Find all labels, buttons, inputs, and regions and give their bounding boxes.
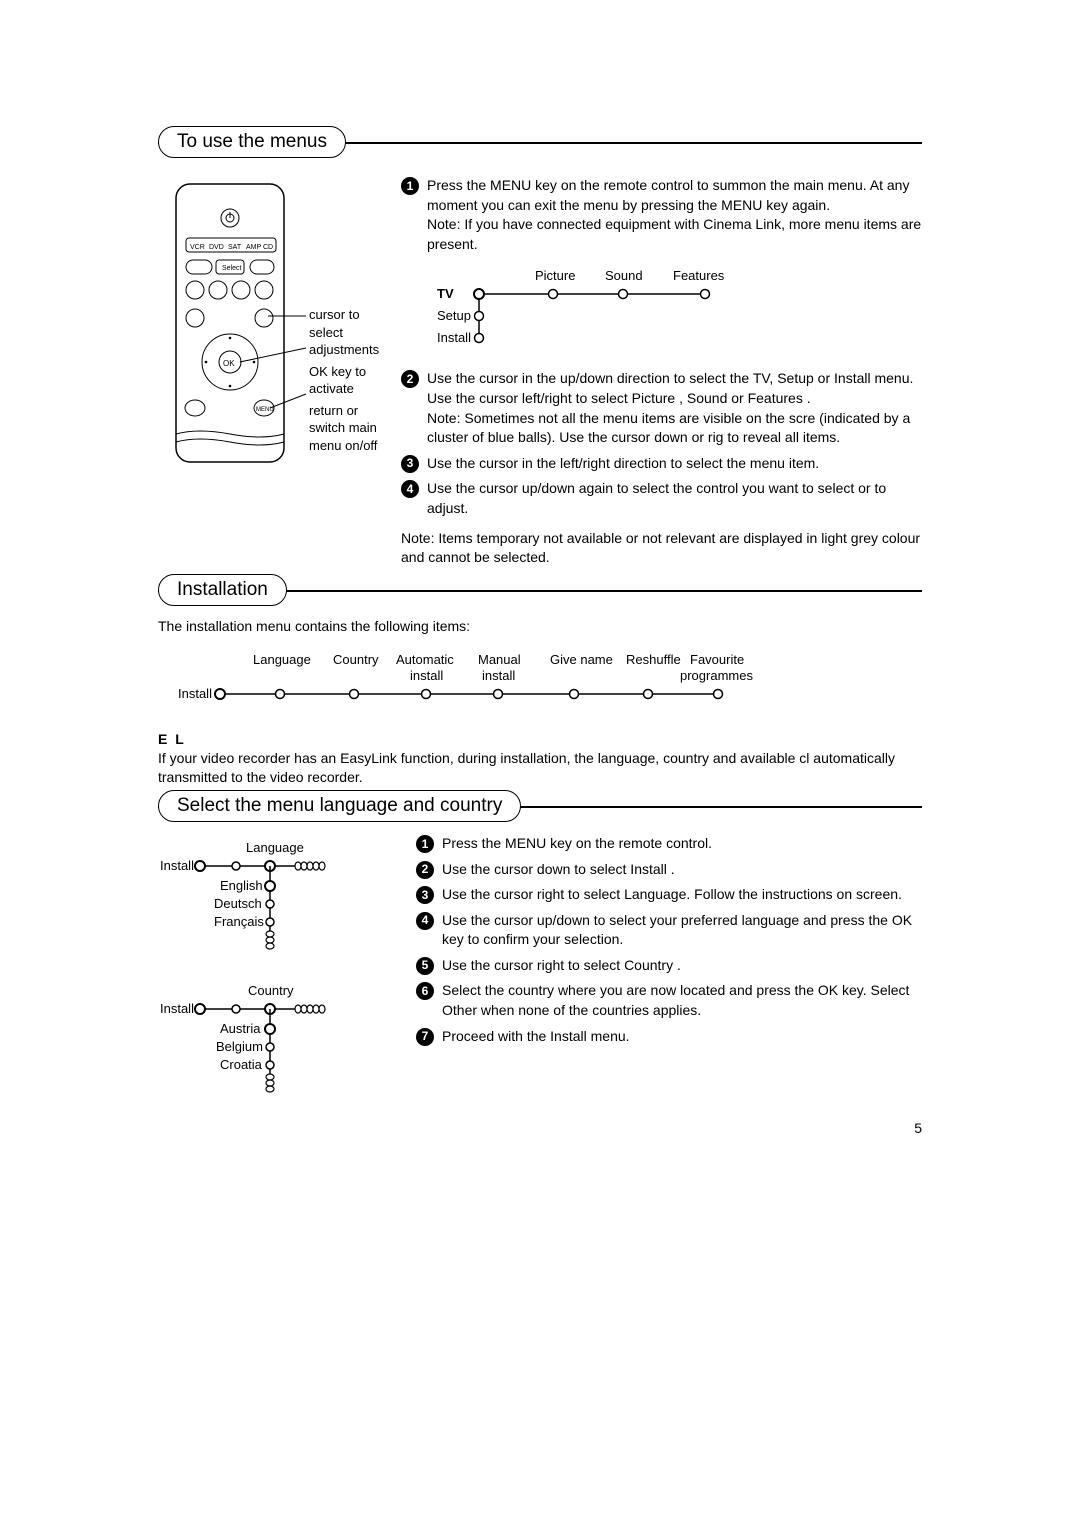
section1-bottom-note: Note: Items temporary not available or n… — [401, 529, 922, 568]
svg-text:AMP: AMP — [246, 244, 262, 251]
s3-num-3: 3 — [416, 886, 434, 904]
svg-text:CD: CD — [263, 244, 273, 251]
el-heading: E L — [158, 731, 922, 747]
annot-ok: OK key to activate — [309, 363, 389, 398]
svg-text:install: install — [410, 668, 443, 683]
section-title-install: Installation — [158, 574, 287, 606]
svg-text:Install: Install — [160, 858, 194, 873]
svg-text:Install: Install — [178, 686, 212, 701]
section-title-lang: Select the menu language and country — [158, 790, 521, 822]
step-3-text: Use the cursor in the left/right directi… — [427, 454, 922, 474]
svg-text:Country: Country — [333, 652, 379, 667]
s3-num-6: 6 — [416, 982, 434, 1000]
svg-text:Reshuffle: Reshuffle — [626, 652, 681, 667]
svg-text:SAT: SAT — [228, 244, 242, 251]
s3-step-5: Use the cursor right to select Country . — [442, 956, 922, 976]
svg-text:Français: Français — [214, 914, 264, 929]
el-text: If your video recorder has an EasyLink f… — [158, 749, 922, 788]
svg-text:Croatia: Croatia — [220, 1057, 263, 1072]
step-2: 2 Use the cursor in the up/down directio… — [401, 369, 922, 447]
s3-step-2: Use the cursor down to select Install . — [442, 860, 922, 880]
svg-text:OK: OK — [223, 359, 235, 368]
svg-text:Install: Install — [160, 1001, 194, 1016]
svg-text:Manual: Manual — [478, 652, 521, 667]
svg-text:Language: Language — [253, 652, 311, 667]
s3-num-4: 4 — [416, 912, 434, 930]
svg-text:programmes: programmes — [680, 668, 753, 683]
svg-text:Features: Features — [673, 268, 725, 283]
svg-text:VCR: VCR — [190, 244, 205, 251]
svg-text:Give name: Give name — [550, 652, 613, 667]
svg-text:install: install — [482, 668, 515, 683]
svg-text:DVD: DVD — [209, 244, 224, 251]
s3-num-7: 7 — [416, 1028, 434, 1046]
s3-step-7: Proceed with the Install menu. — [442, 1027, 922, 1047]
svg-text:Country: Country — [248, 983, 294, 998]
svg-text:Deutsch: Deutsch — [214, 896, 262, 911]
svg-text:Picture: Picture — [535, 268, 575, 283]
step-2b-text: Use the cursor left/right to select Pict… — [427, 390, 811, 406]
step-num-2: 2 — [401, 370, 419, 388]
svg-text:Sound: Sound — [605, 268, 643, 283]
install-intro: The installation menu contains the follo… — [158, 618, 922, 634]
s3-num-2: 2 — [416, 861, 434, 879]
svg-text:English: English — [220, 878, 263, 893]
page-number: 5 — [914, 1120, 922, 1136]
svg-text:Favourite: Favourite — [690, 652, 744, 667]
s3-step-1: Press the MENU key on the remote control… — [442, 834, 922, 854]
section-title-menus: To use the menus — [158, 126, 346, 158]
step-num-3: 3 — [401, 455, 419, 473]
s3-step-6: Select the country where you are now loc… — [442, 981, 922, 1020]
annot-cursor: cursor to select adjustments — [309, 306, 389, 359]
s3-num-5: 5 — [416, 957, 434, 975]
step-4-text: Use the cursor up/down again to select t… — [427, 479, 922, 518]
step-num-4: 4 — [401, 480, 419, 498]
remote-annotations: cursor to select adjustments OK key to a… — [309, 306, 389, 454]
svg-text:Select: Select — [222, 265, 242, 272]
lang-country-diagrams: Language Install Engl — [158, 834, 416, 1120]
svg-text:TV: TV — [437, 286, 454, 301]
step-num-1: 1 — [401, 177, 419, 195]
step-2-note: Note: Sometimes not all the menu items a… — [427, 410, 910, 446]
svg-text:Setup: Setup — [437, 308, 471, 323]
tv-menu-diagram: Picture Sound Features TV Setup Install — [437, 268, 922, 351]
s3-step-4: Use the cursor up/down to select your pr… — [442, 911, 922, 950]
svg-text:Austria: Austria — [220, 1021, 261, 1036]
step-3: 3 Use the cursor in the left/right direc… — [401, 454, 922, 474]
install-menu-diagram: Language Country Automatic install Manua… — [158, 650, 922, 715]
svg-text:Belgium: Belgium — [216, 1039, 263, 1054]
svg-text:Install: Install — [437, 330, 471, 345]
svg-text:Automatic: Automatic — [396, 652, 454, 667]
s3-step-3: Use the cursor right to select Language.… — [442, 885, 922, 905]
section3-steps: 1 Press the MENU key on the remote contro… — [416, 834, 922, 1052]
step-1-note: Note: If you have connected equipment wi… — [427, 216, 921, 252]
s3-num-1: 1 — [416, 835, 434, 853]
step-1: 1 Press the MENU key on the remote contr… — [401, 176, 922, 254]
step-2-text: Use the cursor in the up/down direction … — [427, 370, 913, 386]
annot-menu: return or switch main menu on/off — [309, 402, 389, 455]
step-1-text: Press the MENU key on the remote control… — [427, 177, 909, 213]
step-4: 4 Use the cursor up/down again to select… — [401, 479, 922, 518]
svg-text:Language: Language — [246, 840, 304, 855]
